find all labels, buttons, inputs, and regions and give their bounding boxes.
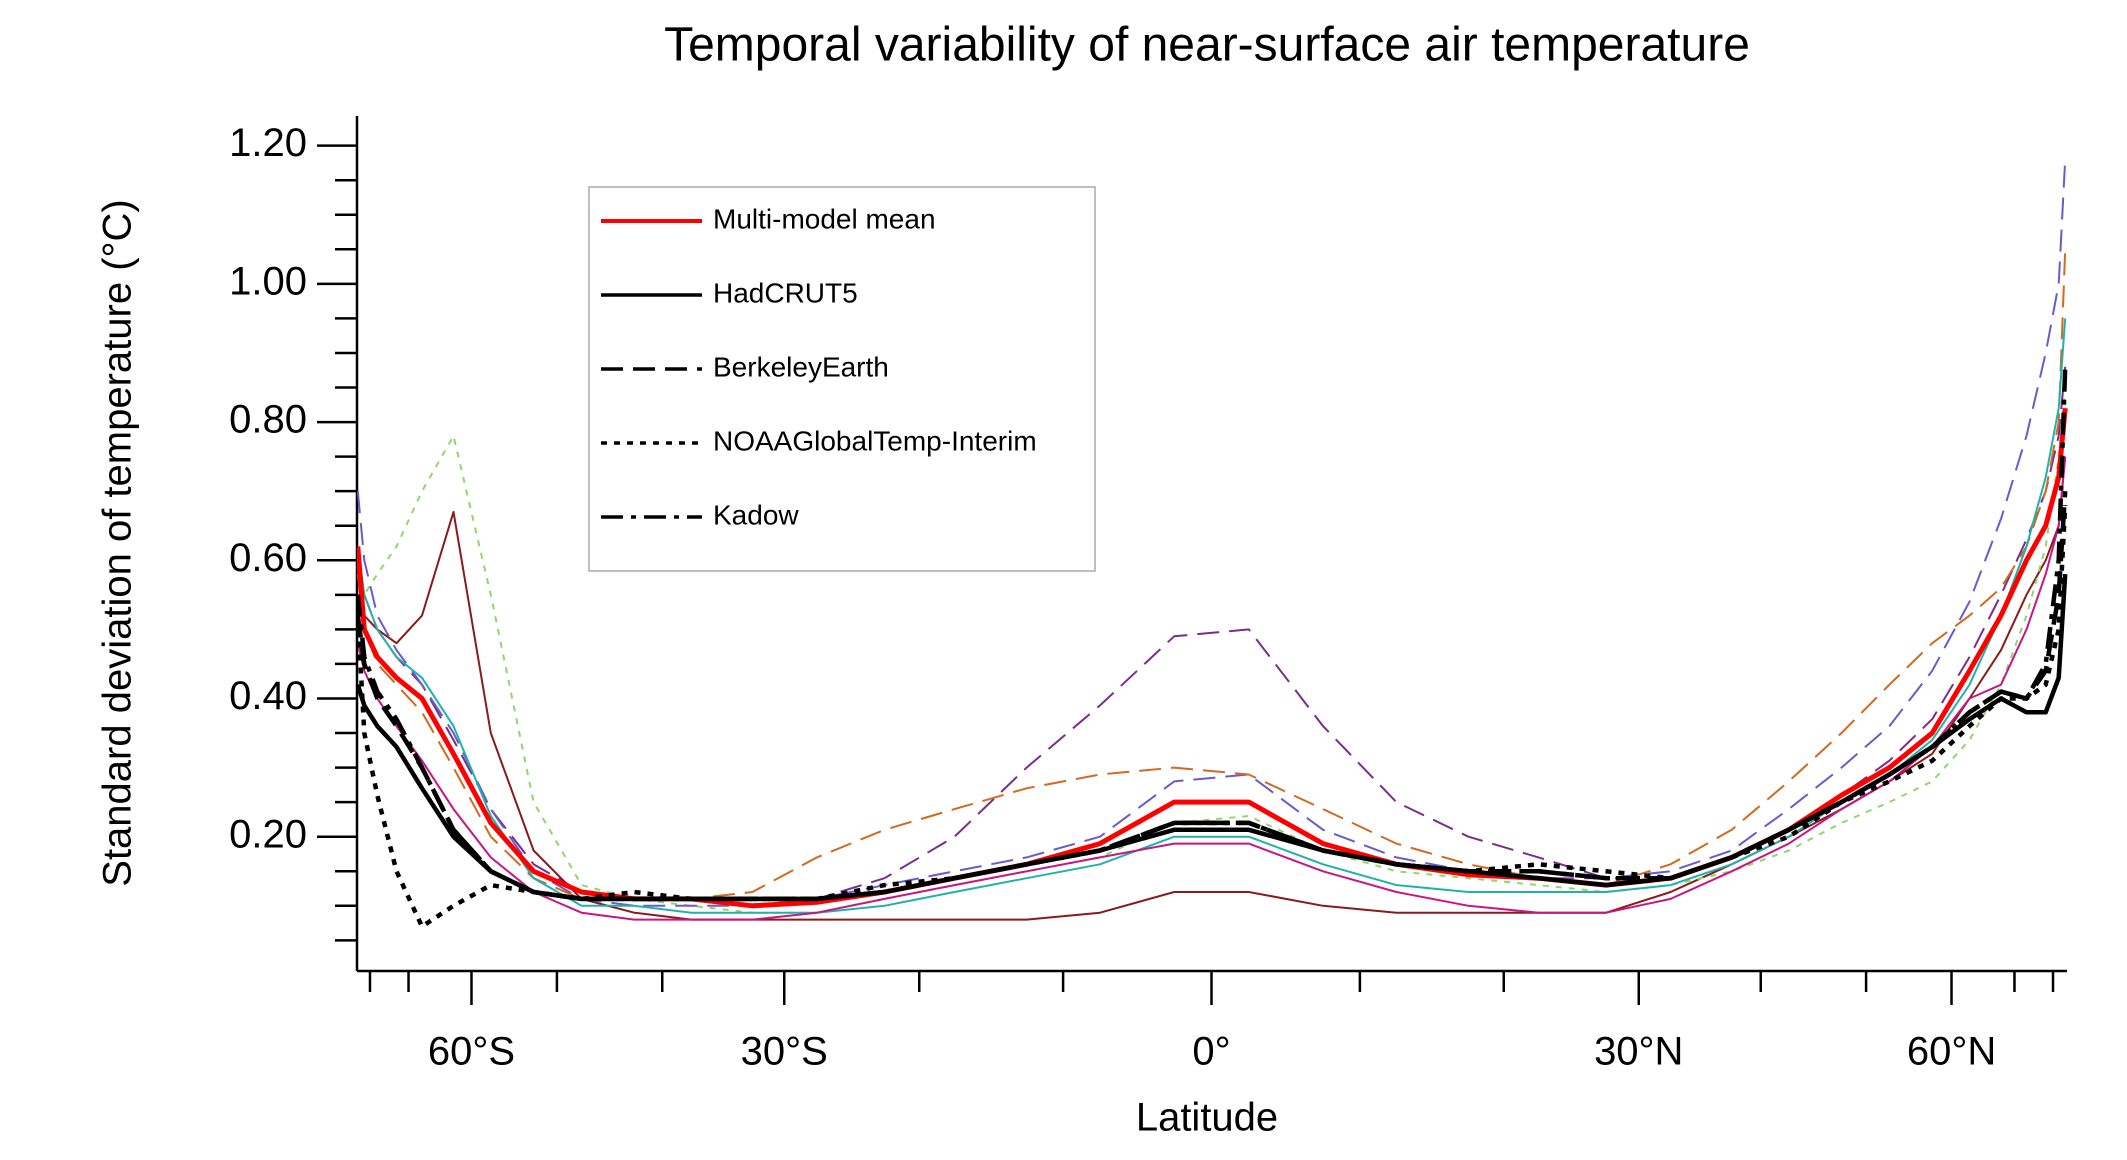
- x-axis-label: Latitude: [1136, 1096, 1278, 1140]
- series-line: [357, 159, 2067, 907]
- series-line: [357, 573, 2068, 902]
- legend-label: Multi-model mean: [713, 203, 936, 234]
- chart-title: Temporal variability of near-surface air…: [664, 19, 1750, 72]
- legend-label: BerkeleyEarth: [713, 351, 889, 382]
- x-tick-label: 60°S: [428, 1030, 515, 1074]
- series-line: [357, 249, 2067, 900]
- legend-label: HadCRUT5: [713, 277, 858, 308]
- series-line: [357, 407, 2068, 909]
- x-tick-label: 0°: [1192, 1030, 1230, 1074]
- y-axis-label: Standard deviation of temperature (°C): [96, 199, 140, 886]
- y-tick-label: 0.80: [229, 398, 307, 442]
- legend-box: [588, 186, 1096, 572]
- y-tick-label: 0.60: [229, 536, 307, 580]
- x-tick-label: 30°N: [1594, 1030, 1683, 1074]
- legend-label: Kadow: [713, 499, 799, 530]
- legend-label: NOAAGlobalTemp-Interim: [713, 425, 1037, 456]
- series-line: [357, 366, 2068, 902]
- x-tick-label: 60°N: [1907, 1030, 1996, 1074]
- y-tick-label: 0.20: [229, 812, 307, 856]
- y-tick-label: 1.20: [229, 121, 307, 165]
- plot-area: [357, 159, 2068, 929]
- series-line: [357, 387, 2067, 914]
- x-tick-label: 30°S: [741, 1030, 828, 1074]
- y-tick-label: 1.00: [229, 259, 307, 303]
- series-line: [357, 318, 2067, 914]
- y-tick-label: 0.40: [229, 674, 307, 718]
